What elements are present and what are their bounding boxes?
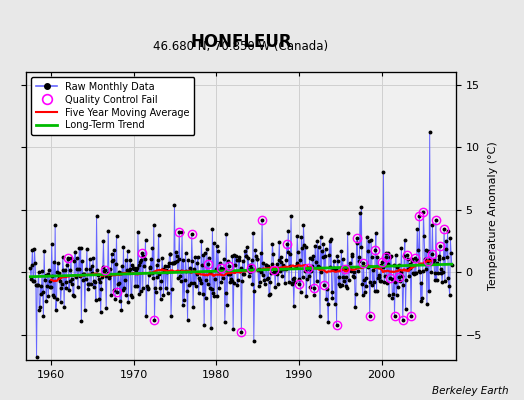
Y-axis label: Temperature Anomaly (°C): Temperature Anomaly (°C)	[487, 142, 497, 290]
Text: 46.680 N, 70.850 W (Canada): 46.680 N, 70.850 W (Canada)	[154, 40, 329, 53]
Legend: Raw Monthly Data, Quality Control Fail, Five Year Moving Average, Long-Term Tren: Raw Monthly Data, Quality Control Fail, …	[31, 77, 194, 135]
Text: Berkeley Earth: Berkeley Earth	[432, 386, 508, 396]
Title: HONFLEUR: HONFLEUR	[190, 33, 292, 51]
